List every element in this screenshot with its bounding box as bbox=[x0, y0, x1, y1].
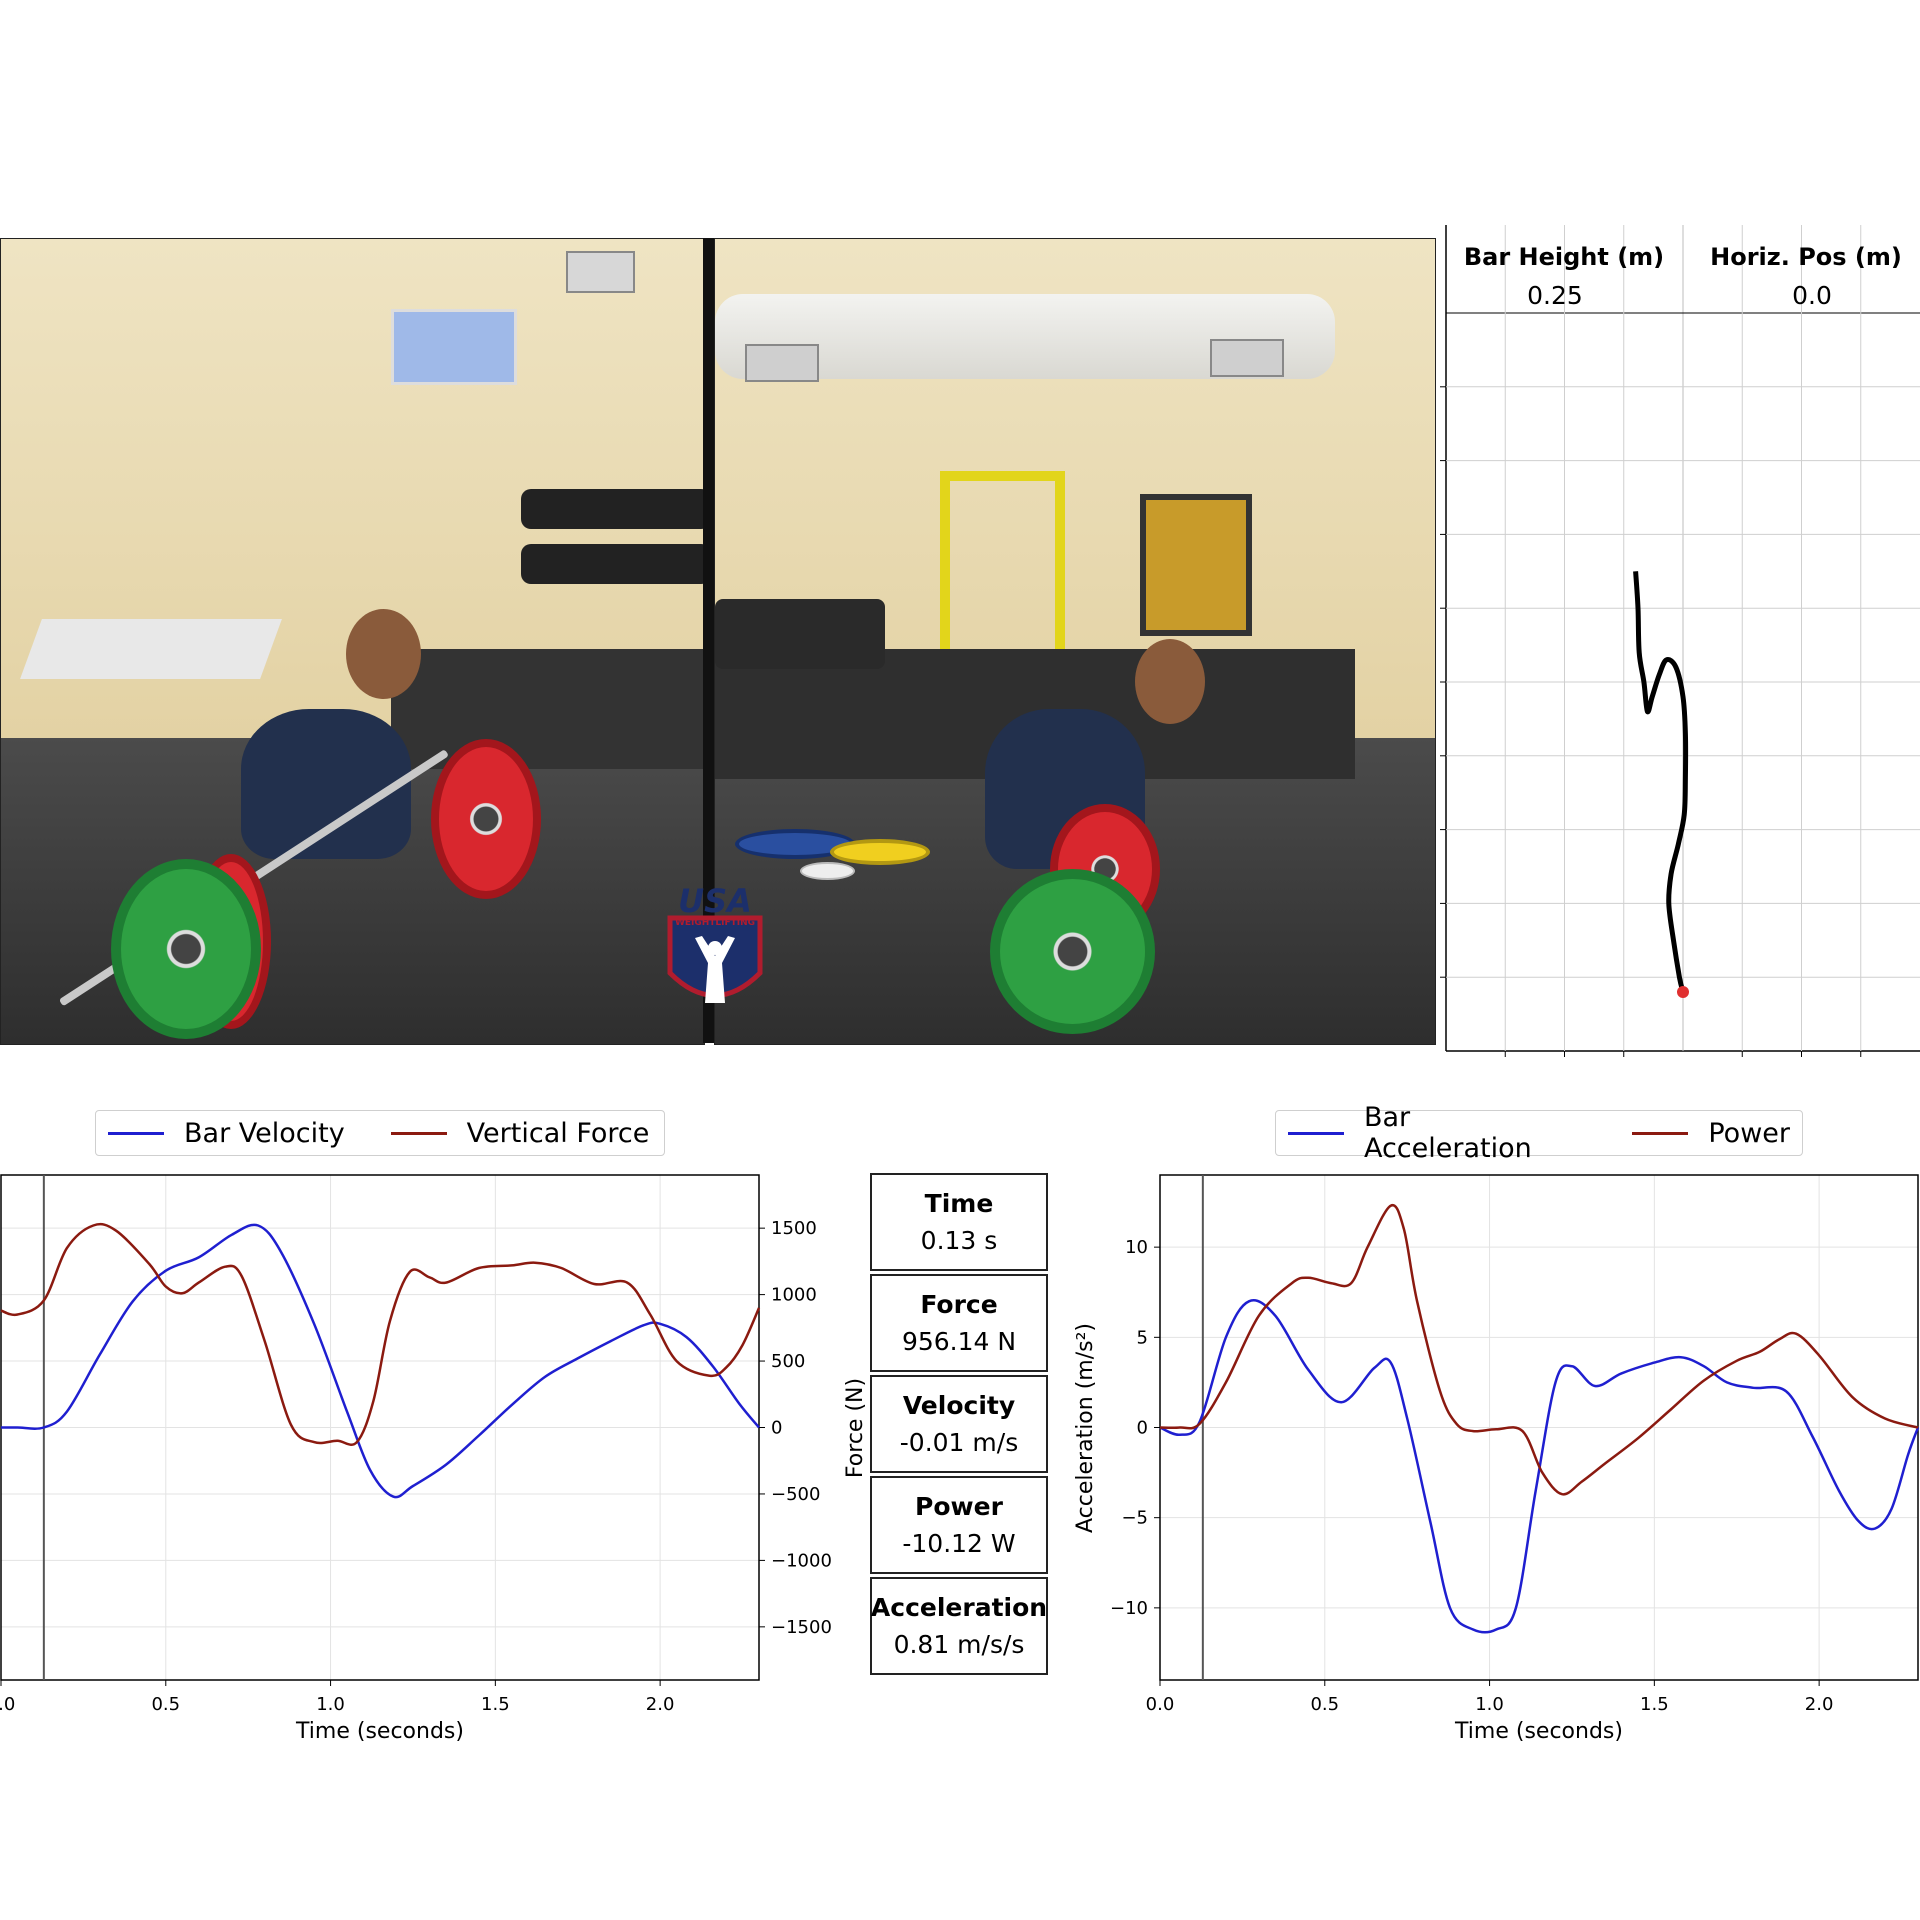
legend-item-vertical-force: Vertical Force bbox=[390, 1117, 650, 1149]
bar-height-value: 0.25 bbox=[1527, 281, 1583, 310]
x-tick-label: 1.5 bbox=[1640, 1694, 1669, 1715]
stat-acceleration: Acceleration 0.81 m/s/s bbox=[870, 1577, 1048, 1675]
force-tick-label: 500 bbox=[771, 1351, 805, 1372]
y-tick-label: −10 bbox=[1110, 1598, 1148, 1619]
stat-value: -0.01 m/s bbox=[899, 1428, 1019, 1457]
horiz-pos-value: 0.0 bbox=[1792, 281, 1832, 310]
video-divider bbox=[703, 238, 714, 1043]
x-tick-label: 0.0 bbox=[1146, 1694, 1175, 1715]
bar-height-header: Bar Height (m) bbox=[1464, 243, 1664, 271]
stat-force: Force 956.14 N bbox=[870, 1274, 1048, 1372]
y-tick-label: 10 bbox=[1125, 1237, 1148, 1258]
y-tick-label: −5 bbox=[1121, 1508, 1148, 1529]
stat-velocity: Velocity -0.01 m/s bbox=[870, 1375, 1048, 1473]
stat-value: 956.14 N bbox=[901, 1327, 1017, 1356]
y-tick-label: 5 bbox=[1137, 1327, 1148, 1348]
legend-swatch-blue bbox=[108, 1131, 164, 1135]
stat-time: Time 0.13 s bbox=[870, 1173, 1048, 1271]
legend-item-bar-acceleration: Bar Acceleration bbox=[1288, 1102, 1586, 1164]
y-tick-label: 0 bbox=[1137, 1418, 1148, 1439]
bar-path-chart: Bar Height (m) 0.25 Horiz. Pos (m) 0.0 bbox=[1440, 225, 1920, 1057]
logo-text: USA bbox=[678, 882, 752, 920]
left-x-axis-label: Time (seconds) bbox=[295, 1719, 464, 1744]
legend-left: Bar Velocity Vertical Force bbox=[95, 1110, 665, 1156]
x-tick-label: 2.0 bbox=[646, 1694, 675, 1715]
x-tick-label: 1.5 bbox=[481, 1694, 510, 1715]
power-line bbox=[1159, 1203, 1919, 1496]
legend-swatch-red bbox=[390, 1131, 447, 1135]
x-tick-label: 1.0 bbox=[316, 1694, 345, 1715]
force-tick-label: 0 bbox=[771, 1418, 782, 1439]
stat-value: 0.13 s bbox=[920, 1226, 998, 1255]
x-tick-label: 0.5 bbox=[151, 1694, 180, 1715]
stat-label: Force bbox=[920, 1290, 998, 1319]
legend-swatch-blue bbox=[1288, 1131, 1344, 1135]
force-tick-label: 1000 bbox=[771, 1285, 817, 1306]
velocity-force-chart: 0.0 0.5 1.0 1.5 2.0 1500 1000 500 0 −500 −1000 −15… bbox=[0, 1174, 868, 1744]
bar-path-current-point bbox=[1677, 985, 1689, 998]
force-tick-label: −500 bbox=[771, 1484, 820, 1505]
bar-velocity-line bbox=[1, 1223, 760, 1499]
side-camera-video bbox=[714, 238, 1436, 1045]
usa-weightlifting-logo: USA WEIGHTLIFTING bbox=[667, 882, 763, 1003]
logo-subtext: WEIGHTLIFTING bbox=[675, 918, 755, 928]
stat-value: 0.81 m/s/s bbox=[893, 1630, 1025, 1659]
stat-label: Velocity bbox=[902, 1391, 1016, 1420]
horiz-pos-header: Horiz. Pos (m) bbox=[1710, 243, 1902, 271]
legend-label: Bar Acceleration bbox=[1363, 1102, 1532, 1164]
stat-power: Power -10.12 W bbox=[870, 1476, 1048, 1574]
force-tick-label: −1500 bbox=[771, 1617, 832, 1638]
bar-acceleration-line bbox=[1159, 1299, 1920, 1634]
force-tick-label: 1500 bbox=[771, 1218, 817, 1239]
acceleration-axis-label: Acceleration (m/s²) bbox=[1073, 1323, 1098, 1533]
acceleration-power-chart: 0.0 0.5 1.0 1.5 2.0 10 5 0 −5 −10 Time (seconds)… bbox=[1073, 1174, 1920, 1744]
stat-label: Time bbox=[924, 1189, 994, 1218]
legend-item-power: Power bbox=[1632, 1118, 1790, 1149]
legend-item-bar-velocity: Bar Velocity bbox=[108, 1118, 345, 1149]
front-camera-video bbox=[0, 238, 705, 1045]
force-tick-label: −1000 bbox=[771, 1550, 832, 1571]
legend-label: Bar Velocity bbox=[184, 1117, 345, 1149]
legend-label: Power bbox=[1708, 1117, 1790, 1149]
stats-panel: Time 0.13 s Force 956.14 N Velocity -0.0… bbox=[870, 1173, 1048, 1678]
legend-label: Vertical Force bbox=[466, 1117, 650, 1149]
x-tick-label: 1.0 bbox=[1475, 1694, 1504, 1715]
stat-value: -10.12 W bbox=[902, 1529, 1016, 1558]
x-tick-label: 0.5 bbox=[1310, 1694, 1339, 1715]
legend-swatch-red bbox=[1632, 1131, 1689, 1135]
stat-label: Acceleration bbox=[870, 1593, 1048, 1622]
bar-path-line bbox=[1633, 571, 1689, 993]
stat-label: Power bbox=[915, 1492, 1003, 1521]
right-x-axis-label: Time (seconds) bbox=[1454, 1719, 1623, 1744]
legend-right: Bar Acceleration Power bbox=[1275, 1102, 1803, 1164]
force-axis-label: Force (N) bbox=[843, 1378, 868, 1478]
vertical-force-line bbox=[0, 1222, 761, 1446]
x-tick-label: 0.0 bbox=[0, 1694, 15, 1715]
x-tick-label: 2.0 bbox=[1805, 1694, 1834, 1715]
